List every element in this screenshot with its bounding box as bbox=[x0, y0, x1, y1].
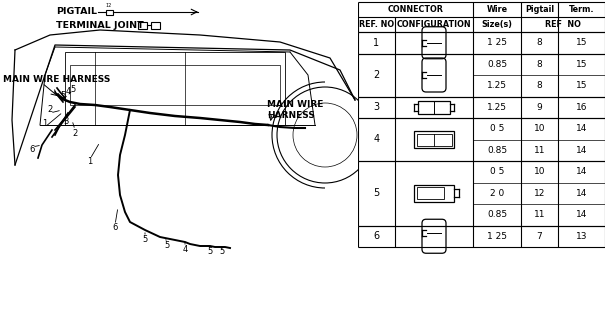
Text: 15: 15 bbox=[576, 60, 587, 69]
Text: 2 0: 2 0 bbox=[490, 189, 504, 198]
Text: 4: 4 bbox=[373, 134, 379, 145]
Text: 5: 5 bbox=[220, 247, 224, 257]
Text: 5: 5 bbox=[208, 247, 212, 257]
Text: 5: 5 bbox=[165, 242, 169, 251]
Text: 0 5: 0 5 bbox=[490, 124, 504, 133]
Text: 0.85: 0.85 bbox=[487, 146, 507, 155]
Text: PIGTAIL: PIGTAIL bbox=[56, 7, 97, 17]
Bar bbox=[70, 65, 280, 105]
Text: CONNECTOR: CONNECTOR bbox=[388, 5, 443, 14]
Bar bbox=[416, 133, 451, 146]
Text: 9: 9 bbox=[537, 103, 542, 112]
Bar bbox=[418, 101, 450, 114]
Text: Term.: Term. bbox=[569, 5, 594, 14]
Text: 14: 14 bbox=[576, 167, 587, 176]
Text: 8: 8 bbox=[537, 38, 542, 47]
Text: 0 5: 0 5 bbox=[490, 167, 504, 176]
Bar bbox=[138, 21, 147, 28]
Text: TERMINAL JOINT: TERMINAL JOINT bbox=[56, 20, 144, 29]
Text: 14: 14 bbox=[576, 146, 587, 155]
Text: 14: 14 bbox=[576, 210, 587, 219]
Text: 1.25: 1.25 bbox=[487, 103, 507, 112]
Text: REF  NO: REF NO bbox=[545, 20, 581, 29]
Text: Pigtail: Pigtail bbox=[525, 5, 554, 14]
Text: 7: 7 bbox=[537, 232, 542, 241]
Text: 1: 1 bbox=[42, 119, 48, 129]
Bar bbox=[416, 187, 443, 199]
Text: Wire: Wire bbox=[486, 5, 508, 14]
Text: 5: 5 bbox=[70, 84, 76, 93]
Text: 8: 8 bbox=[537, 60, 542, 69]
Text: Size(s): Size(s) bbox=[482, 20, 512, 29]
Text: 14: 14 bbox=[576, 124, 587, 133]
Text: 12: 12 bbox=[106, 3, 112, 8]
Bar bbox=[106, 10, 113, 14]
Text: 1: 1 bbox=[87, 157, 93, 166]
Text: 0.85: 0.85 bbox=[487, 60, 507, 69]
Text: 5: 5 bbox=[142, 236, 148, 244]
Text: REF. NO: REF. NO bbox=[359, 20, 394, 29]
Text: 0.85: 0.85 bbox=[487, 210, 507, 219]
Text: CONFIGURATION: CONFIGURATION bbox=[397, 20, 471, 29]
Text: 8: 8 bbox=[537, 81, 542, 90]
Text: 11: 11 bbox=[534, 146, 545, 155]
Text: 3: 3 bbox=[64, 117, 69, 126]
Text: 5: 5 bbox=[373, 188, 379, 198]
Text: 5: 5 bbox=[60, 91, 65, 100]
Text: 10: 10 bbox=[534, 167, 545, 176]
Text: MAIN WIRE
HARNESS: MAIN WIRE HARNESS bbox=[267, 100, 324, 120]
Text: 3: 3 bbox=[373, 102, 379, 112]
Text: 6: 6 bbox=[113, 223, 118, 233]
Bar bbox=[414, 131, 454, 148]
Bar bbox=[65, 52, 285, 125]
Text: 15: 15 bbox=[576, 81, 587, 90]
Text: 1: 1 bbox=[373, 38, 379, 48]
Text: MAIN WIRE HARNESS: MAIN WIRE HARNESS bbox=[3, 76, 110, 84]
Text: 6: 6 bbox=[373, 231, 379, 241]
Text: 10: 10 bbox=[534, 124, 545, 133]
Bar bbox=[414, 185, 454, 202]
Text: 2: 2 bbox=[373, 70, 379, 80]
Text: 6: 6 bbox=[29, 146, 34, 155]
Text: 14: 14 bbox=[576, 189, 587, 198]
Text: 1.25: 1.25 bbox=[487, 81, 507, 90]
Text: 13: 13 bbox=[576, 232, 587, 241]
Text: 12: 12 bbox=[534, 189, 545, 198]
Text: 16: 16 bbox=[576, 103, 587, 112]
Bar bbox=[151, 21, 160, 28]
Text: 2: 2 bbox=[73, 129, 77, 138]
Text: 15: 15 bbox=[576, 38, 587, 47]
Text: 4: 4 bbox=[65, 87, 71, 97]
Text: 2: 2 bbox=[47, 106, 53, 115]
Text: 4: 4 bbox=[182, 245, 188, 254]
Text: 11: 11 bbox=[534, 210, 545, 219]
Text: 1 25: 1 25 bbox=[487, 38, 507, 47]
Text: 1 25: 1 25 bbox=[487, 232, 507, 241]
